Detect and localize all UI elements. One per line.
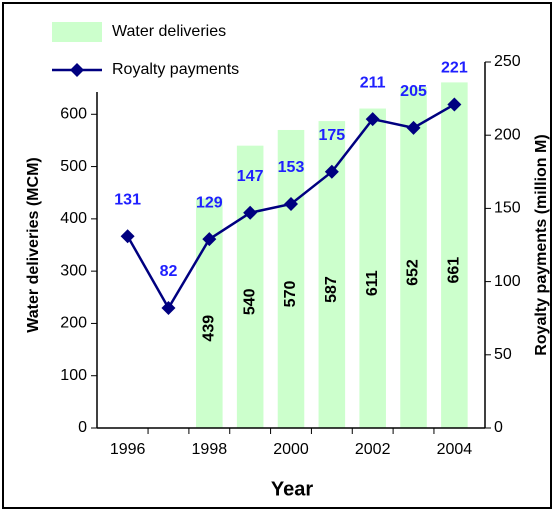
x-tick-label: 2002	[355, 441, 391, 458]
bar	[400, 87, 427, 429]
line-value-label: 129	[196, 194, 223, 211]
x-tick-label: 1996	[110, 441, 146, 458]
y-tick-label: 300	[60, 262, 87, 279]
legend-label: Water deliveries	[112, 23, 226, 40]
bar-value-label: 652	[405, 259, 422, 286]
line-marker	[202, 232, 217, 247]
y2-tick-label: 100	[494, 273, 521, 290]
x-axis-label: Year	[271, 478, 313, 500]
bar-value-label: 570	[282, 281, 299, 308]
line-value-label: 82	[160, 263, 178, 280]
line-marker	[284, 197, 298, 212]
line-value-label: 147	[237, 168, 264, 185]
y2-tick-label: 200	[494, 126, 521, 143]
y2-tick-label: 0	[494, 419, 503, 436]
bar	[277, 129, 305, 428]
legend-label: Royalty payments	[112, 61, 239, 78]
line-marker	[324, 164, 339, 179]
y2-tick-label: 250	[494, 53, 521, 70]
bar	[441, 82, 468, 429]
plot: 439 540 570 587 611 652 661	[196, 82, 468, 429]
legend-swatch	[52, 22, 102, 42]
y2-tick-label: 150	[494, 200, 521, 217]
bar-value-label: 439	[201, 315, 218, 342]
y-tick-label: 600	[60, 106, 87, 123]
y-tick-label: 100	[60, 367, 87, 384]
line-marker	[365, 112, 380, 127]
line-marker	[243, 205, 258, 220]
y2-tick-label: 50	[494, 346, 512, 363]
y-tick-label: 0	[78, 419, 87, 436]
line-marker	[406, 120, 421, 135]
y-tick-label: 500	[60, 158, 87, 175]
y-tick-label: 400	[60, 210, 87, 227]
line-marker	[447, 97, 462, 112]
line-marker	[120, 229, 135, 244]
bar-value-label: 587	[323, 276, 340, 303]
y-tick-label: 200	[60, 315, 87, 332]
bar	[236, 145, 264, 428]
line-value-label: 153	[278, 159, 305, 176]
bar-value-label: 661	[446, 257, 463, 284]
legend-marker	[70, 63, 84, 77]
x-tick-label: 2004	[437, 441, 473, 458]
bar	[359, 108, 386, 428]
y2-axis-label: Royalty payments (million M)	[533, 134, 550, 355]
line-value-label: 221	[441, 60, 468, 77]
y-axis-label: Water deliveries (MCM)	[25, 157, 42, 332]
bar-value-label: 540	[241, 288, 258, 315]
x-tick-label: 1998	[192, 441, 228, 458]
line-value-label: 205	[400, 83, 427, 100]
line-value-label: 211	[360, 74, 386, 91]
line-marker	[161, 300, 176, 315]
line-value-label: 175	[318, 127, 345, 144]
line-value-label: 131	[114, 191, 141, 208]
x-tick-label: 2000	[273, 441, 309, 458]
legend: Water deliveries Royalty payments	[45, 12, 287, 92]
bar-value-label: 611	[364, 270, 381, 296]
